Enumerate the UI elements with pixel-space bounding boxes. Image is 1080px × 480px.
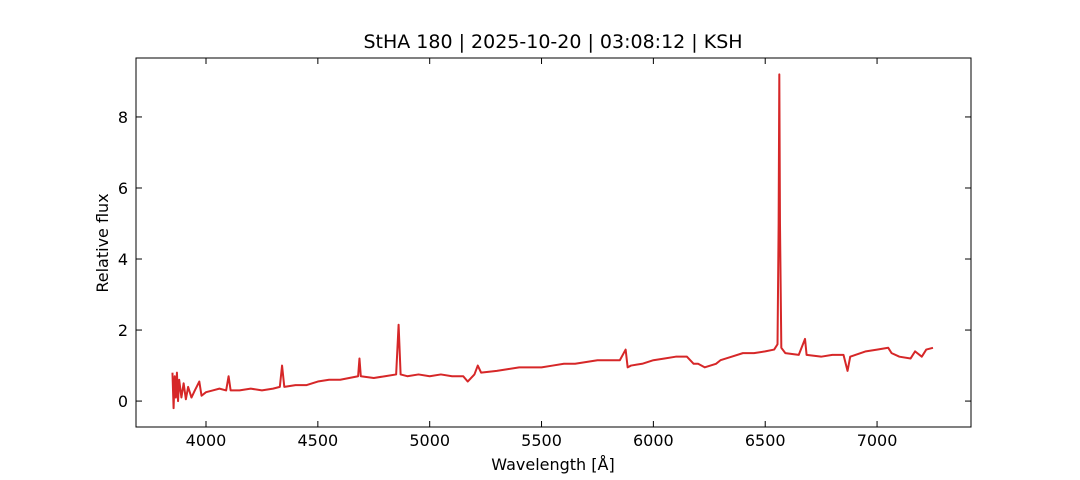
x-tick-label: 5000 <box>409 431 450 450</box>
x-tick-label: 6500 <box>745 431 786 450</box>
x-tick-label: 4500 <box>297 431 338 450</box>
y-tick-label: 2 <box>118 321 128 340</box>
y-tick-label: 8 <box>118 108 128 127</box>
x-tick-label: 7000 <box>857 431 898 450</box>
y-tick-label: 0 <box>118 392 128 411</box>
chart-title: StHA 180 | 2025-10-20 | 03:08:12 | KSH <box>363 31 742 53</box>
plot-frame <box>135 57 972 428</box>
x-tick-label: 5500 <box>521 431 562 450</box>
x-axis-label: Wavelength [Å] <box>491 455 614 474</box>
y-tick-label: 6 <box>118 179 128 198</box>
y-axis-label: Relative flux <box>93 193 112 292</box>
y-tick-label: 4 <box>118 250 128 269</box>
x-tick-label: 6000 <box>633 431 674 450</box>
x-tick-label: 4000 <box>186 431 227 450</box>
spectrum-line <box>171 73 934 410</box>
